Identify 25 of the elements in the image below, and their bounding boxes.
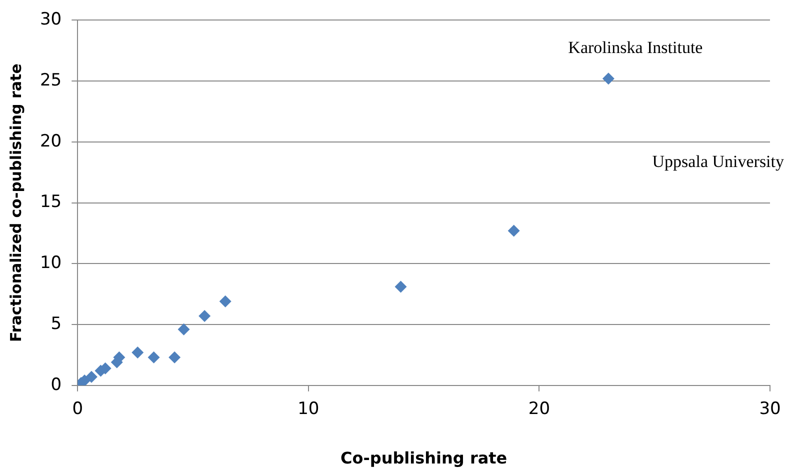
point [178,323,190,336]
point [198,310,211,322]
point [132,346,144,359]
point [148,351,160,364]
y-tick-label: 15 [40,192,62,212]
x-tick-label: 30 [759,399,781,420]
y-tick-label: 5 [50,314,62,334]
x-axis-title: Co-publishing rate [340,448,508,468]
point [219,295,232,308]
point [168,351,181,364]
point [508,224,520,237]
point [394,280,407,293]
x-tick-label: 10 [298,399,320,420]
point [602,72,614,85]
y-tick-label: 25 [40,70,62,90]
x-tick-label: 20 [528,399,550,420]
y-tick-label: 20 [40,131,62,152]
x-tick-label: 0 [72,399,84,420]
y-tick-label: 0 [50,374,62,395]
annotation: Karolinska Institute [568,38,703,58]
y-tick-label: 10 [40,253,62,274]
y-tick-label: 30 [40,10,62,30]
y-axis-title: Fractionalized co-publishing rate [6,64,25,342]
point [85,370,98,383]
annotation: Uppsala University [652,152,784,172]
